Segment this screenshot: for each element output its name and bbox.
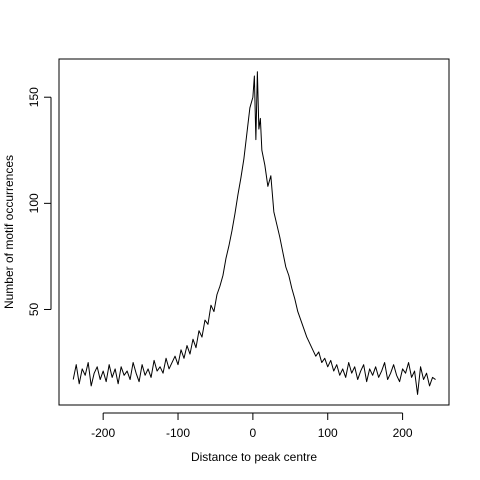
x-tick-label: -100 [166,426,190,440]
y-axis: 50 100 150 [27,87,52,316]
x-tick-label: 100 [318,426,338,440]
y-tick-label: 50 [27,302,41,316]
plot-frame [58,58,450,406]
x-tick-label: -200 [91,426,115,440]
x-axis: -200 -100 0 100 200 [91,412,413,440]
y-axis-title: Number of motif occurrences [2,155,16,309]
series-layer [72,71,436,395]
x-axis-title: Distance to peak centre [191,450,317,464]
y-tick-label: 100 [27,193,41,213]
x-tick-label: 0 [250,426,257,440]
y-tick-label: 150 [27,87,41,107]
x-tick-label: 200 [393,426,413,440]
series-line [72,71,436,395]
